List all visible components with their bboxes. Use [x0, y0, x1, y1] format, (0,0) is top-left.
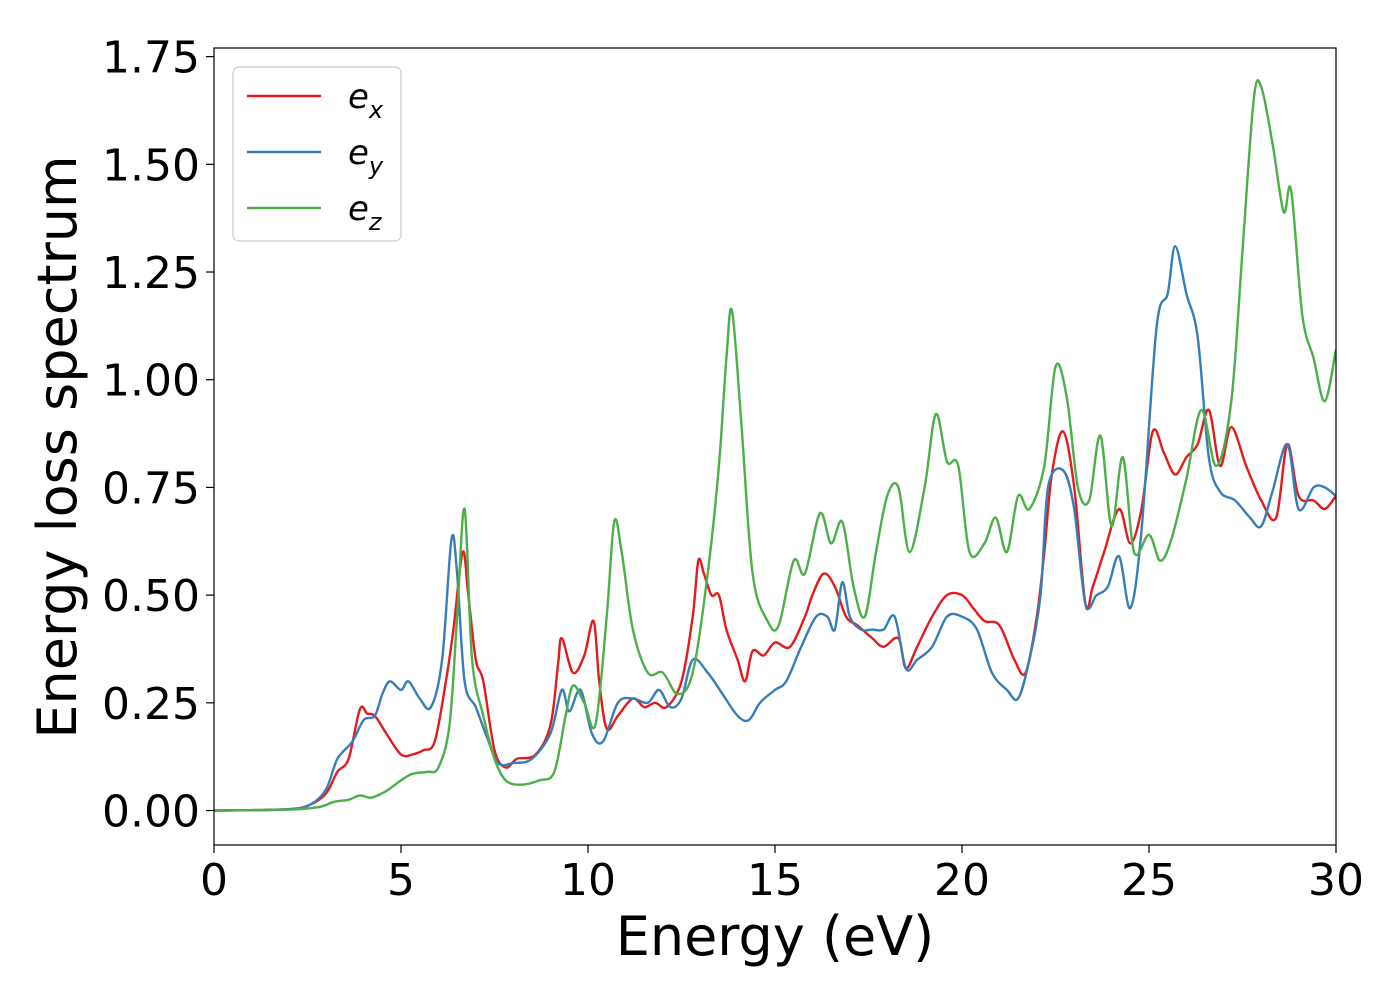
- y-tick-label: 1.25: [102, 248, 200, 299]
- legend-box: [232, 66, 402, 242]
- x-axis: 0 5 10 15 20 25 30: [200, 845, 1364, 906]
- y-tick-label: 1.75: [102, 33, 200, 84]
- x-axis-label: Energy (eV): [616, 905, 935, 968]
- y-tick-label: 1.00: [102, 356, 200, 407]
- series-line-y: [214, 245, 1336, 812]
- series-line-z: [214, 79, 1336, 812]
- y-tick-label: 0.50: [102, 571, 200, 622]
- x-tick-label: 10: [560, 855, 616, 906]
- y-tick-label: 0.25: [102, 679, 200, 730]
- legend-label-x: ex: [348, 77, 384, 124]
- x-tick-label: 25: [1121, 855, 1177, 906]
- legend: ex ey ez: [232, 66, 402, 242]
- x-tick-label: 5: [387, 855, 415, 906]
- y-tick-label: 0.75: [102, 463, 200, 514]
- legend-label-z: ez: [348, 189, 383, 236]
- y-tick-label: 1.50: [102, 140, 200, 191]
- series-line-x: [214, 408, 1336, 812]
- series-group: [214, 79, 1336, 812]
- y-axis: 0.00 0.25 0.50 0.75 1.00 1.25 1.50 1.75: [102, 33, 214, 838]
- x-tick-label: 30: [1308, 855, 1364, 906]
- x-tick-label: 15: [747, 855, 803, 906]
- x-tick-label: 0: [200, 855, 228, 906]
- y-tick-label: 0.00: [102, 787, 200, 838]
- legend-label-y: ey: [348, 133, 384, 180]
- y-axis-label: Energy loss spectrum: [26, 155, 89, 738]
- x-tick-label: 20: [934, 855, 990, 906]
